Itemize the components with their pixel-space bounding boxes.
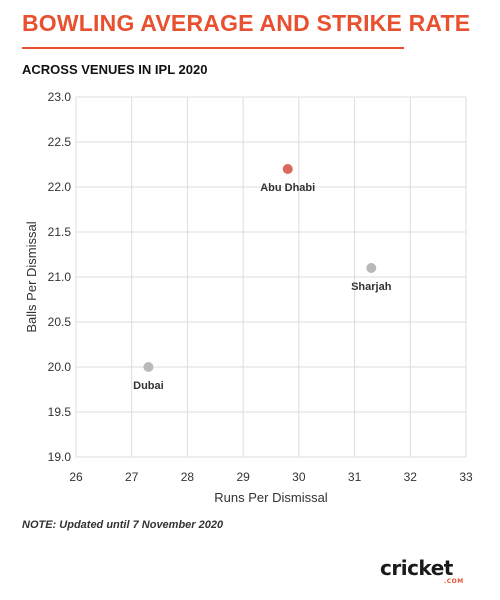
x-tick-label: 29	[236, 470, 250, 484]
point-label: Dubai	[133, 380, 164, 392]
y-tick-label: 23.0	[48, 90, 72, 104]
y-tick-label: 20.5	[48, 315, 72, 329]
x-tick-label: 33	[459, 470, 473, 484]
x-tick-label: 30	[292, 470, 306, 484]
y-tick-label: 20.0	[48, 360, 72, 374]
y-tick-label: 19.5	[48, 405, 72, 419]
logo-suffix: .COM	[444, 578, 464, 585]
x-tick-label: 31	[348, 470, 362, 484]
point-label: Sharjah	[351, 281, 392, 293]
x-tick-label: 26	[69, 470, 83, 484]
data-point	[143, 362, 154, 372]
x-axis-ticks: 26 27 28 29 30 31 32 33	[69, 470, 473, 484]
chart-title: BOWLING AVERAGE AND STRIKE RATE	[22, 10, 471, 36]
y-tick-label: 21.5	[48, 225, 72, 239]
data-point	[282, 164, 293, 174]
x-axis-label: Runs Per Dismissal	[214, 490, 328, 505]
chart-grid	[75, 96, 467, 458]
chart-subtitle: ACROSS VENUES IN IPL 2020	[22, 62, 208, 77]
title-underline	[22, 47, 404, 49]
y-tick-label: 19.0	[48, 450, 72, 464]
y-tick-label: 22.0	[48, 180, 72, 194]
y-axis-ticks: 19.0 19.5 20.0 20.5 21.0 21.5 22.0 22.5 23.0	[48, 90, 72, 464]
point-label: Abu Dhabi	[260, 182, 315, 194]
y-tick-label: 22.5	[48, 135, 72, 149]
x-tick-label: 28	[181, 470, 195, 484]
cricket-com-logo: cricket .COM	[380, 556, 472, 586]
y-tick-label: 21.0	[48, 270, 72, 284]
data-point	[366, 263, 377, 273]
x-tick-label: 27	[125, 470, 139, 484]
chart-points: Abu Dhabi Sharjah Dubai	[133, 164, 392, 392]
x-tick-label: 32	[404, 470, 418, 484]
logo-wordmark: cricket	[380, 556, 453, 580]
footnote: NOTE: Updated until 7 November 2020	[22, 519, 224, 531]
y-axis-label: Balls Per Dismissal	[24, 221, 39, 332]
